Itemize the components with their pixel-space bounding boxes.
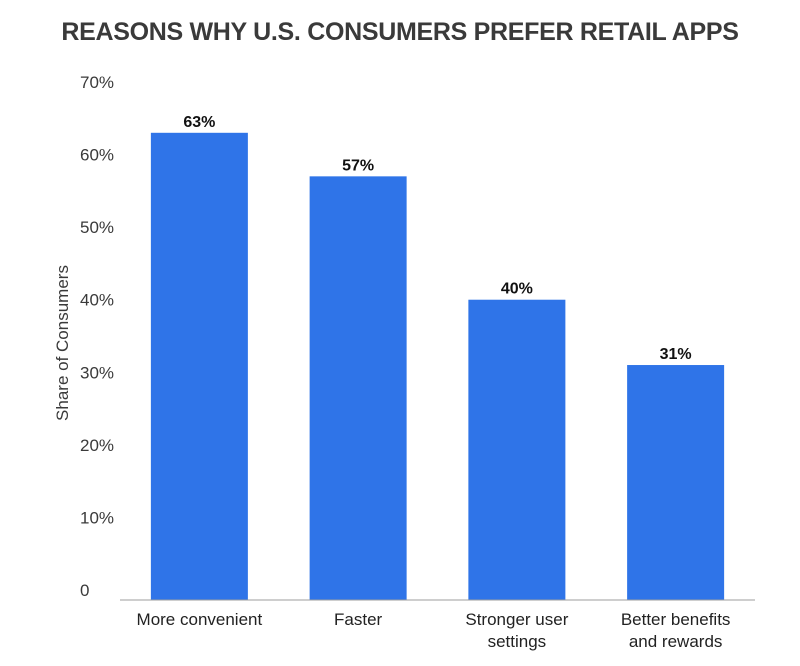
y-tick-label: 70%	[80, 73, 114, 92]
data-label: 63%	[183, 114, 215, 131]
y-axis-label: Share of Consumers	[53, 265, 72, 421]
bars	[150, 132, 725, 601]
x-axis-categories: More convenient Faster Stronger user settin…	[137, 610, 731, 651]
data-label: 57%	[342, 157, 374, 174]
bar	[468, 299, 566, 600]
data-labels: 63% 57% 40% 31%	[183, 114, 691, 363]
chart-title: REASONS WHY U.S. CONSUMERS PREFER RETAIL…	[61, 18, 739, 46]
y-tick-label: 50%	[80, 218, 114, 237]
x-category-label: settings	[488, 632, 547, 651]
bar	[309, 176, 407, 601]
x-category-label: More convenient	[137, 610, 263, 629]
data-label: 31%	[660, 346, 692, 363]
y-tick-label: 10%	[80, 508, 114, 527]
x-category-label: Better benefits	[621, 610, 731, 629]
y-axis-ticks: 0 10% 20% 30% 40% 50% 60% 70%	[80, 73, 114, 600]
y-tick-label: 40%	[80, 291, 114, 310]
x-category-label: Stronger user	[465, 610, 568, 629]
y-tick-label: 0	[80, 581, 89, 600]
data-label: 40%	[501, 281, 533, 298]
bar	[150, 132, 248, 601]
x-category-label: and rewards	[629, 632, 723, 651]
x-category-label: Faster	[334, 610, 383, 629]
y-tick-label: 20%	[80, 436, 114, 455]
y-tick-label: 30%	[80, 363, 114, 382]
bar	[627, 365, 725, 600]
y-tick-label: 60%	[80, 146, 114, 165]
